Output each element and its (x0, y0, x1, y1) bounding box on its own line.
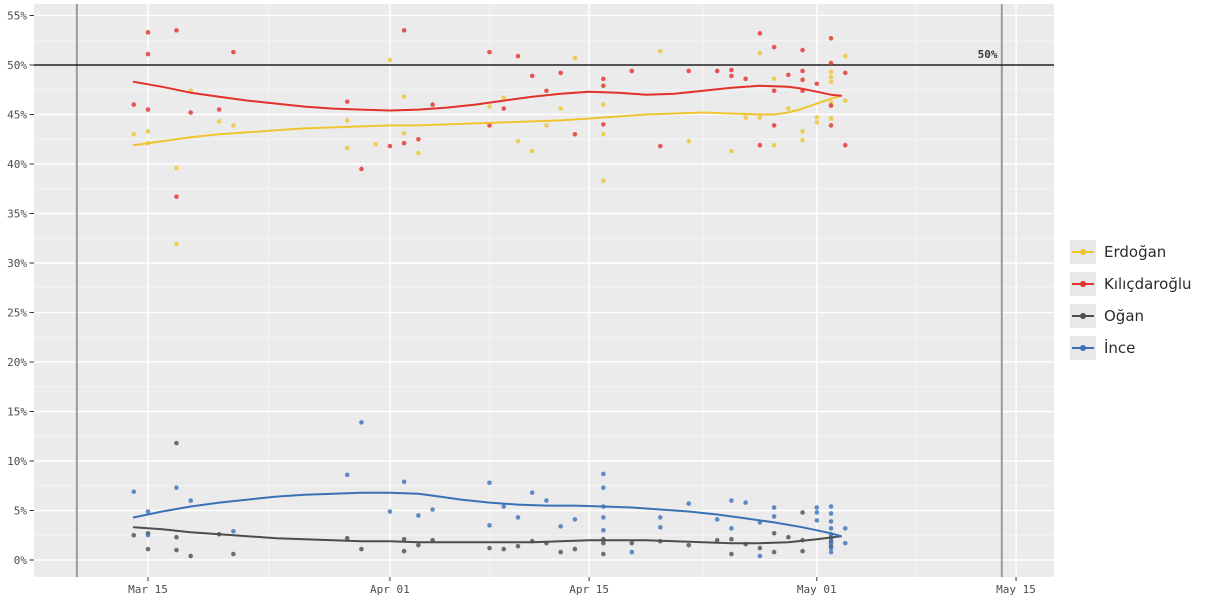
legend-key-ince-icon (1070, 336, 1096, 360)
series-trend-1 (132, 80, 842, 112)
plot-panel (34, 4, 1054, 577)
svg-text:May 01: May 01 (797, 583, 837, 596)
svg-text:45%: 45% (7, 109, 27, 122)
legend-item-ince: İnce (1070, 332, 1192, 364)
svg-text:55%: 55% (7, 10, 27, 23)
svg-text:0%: 0% (14, 554, 28, 567)
svg-text:Apr 01: Apr 01 (370, 583, 410, 596)
svg-text:35%: 35% (7, 208, 27, 221)
legend-key-ogan-icon (1070, 304, 1096, 328)
legend-key-erdogan-icon (1070, 240, 1096, 264)
legend-item-ogan: Oğan (1070, 300, 1192, 332)
svg-text:30%: 30% (7, 257, 27, 270)
svg-text:5%: 5% (14, 505, 28, 518)
svg-text:May 15: May 15 (996, 583, 1036, 596)
series-trend-2 (132, 526, 842, 545)
series-points-3 (131, 420, 848, 559)
svg-text:Mar 15: Mar 15 (128, 583, 168, 596)
series-points-2 (131, 440, 834, 559)
series-trend-0 (132, 94, 842, 147)
svg-text:15%: 15% (7, 406, 27, 419)
fifty-percent-label: 50% (978, 48, 998, 61)
legend-item-kilicdaroglu: Kılıçdaroğlu (1070, 268, 1192, 300)
svg-text:10%: 10% (7, 455, 27, 468)
svg-text:25%: 25% (7, 307, 27, 320)
legend-item-erdogan: Erdoğan (1070, 236, 1192, 268)
svg-text:20%: 20% (7, 356, 27, 369)
legend-label-erdogan: Erdoğan (1104, 243, 1167, 261)
legend-label-ince: İnce (1104, 339, 1136, 357)
svg-text:40%: 40% (7, 158, 27, 171)
series-points-1 (131, 28, 848, 199)
legend-label-ogan: Oğan (1104, 307, 1145, 325)
svg-text:Apr 15: Apr 15 (569, 583, 609, 596)
svg-text:50%: 50% (7, 59, 27, 72)
series-trend-3 (132, 491, 842, 538)
legend-label-kilicdaroglu: Kılıçdaroğlu (1104, 275, 1192, 293)
legend-key-kilicdaroglu-icon (1070, 272, 1096, 296)
series-points-0 (131, 48, 848, 247)
reference-lines (34, 4, 1054, 577)
chart-legend: Erdoğan Kılıçdaroğlu Oğan İnce (1070, 236, 1192, 364)
axes: Mar 15 Apr 01 Apr 15 May 01 May 15 0% 5% 10% 15%… (7, 10, 1036, 597)
